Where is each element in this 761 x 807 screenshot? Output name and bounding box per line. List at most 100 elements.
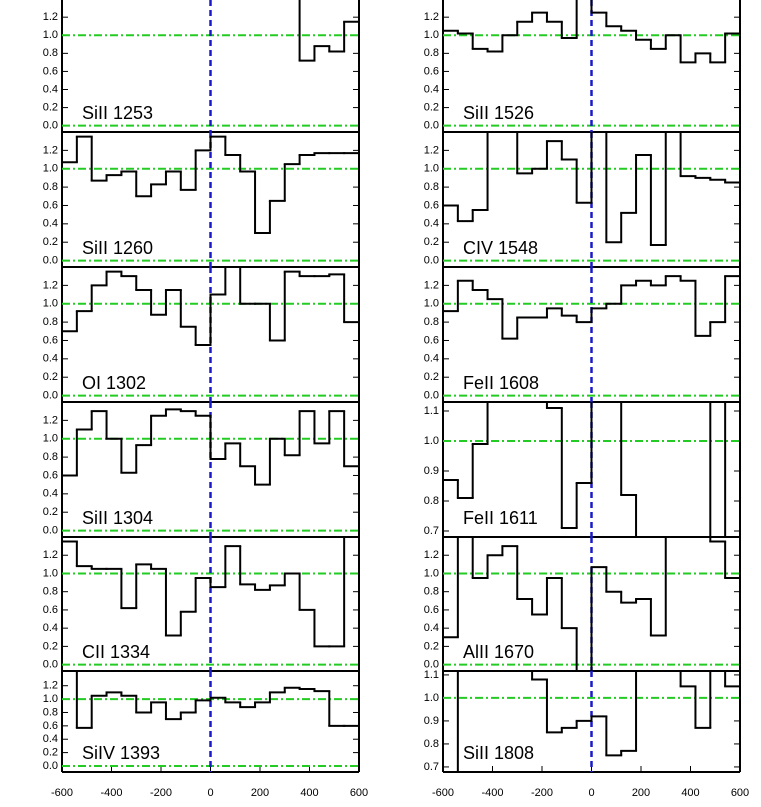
panel-label: SiII 1253 <box>82 103 153 123</box>
plot-area <box>62 671 359 772</box>
y-tick-label: 0.8 <box>424 181 439 193</box>
panel: 0.0 0.2 0.4 0.6 0.8 1.0 1.2 SiII 1253 <box>43 0 360 133</box>
y-tick-label: 0.0 <box>43 120 58 132</box>
y-tick-label: 0.9 <box>424 465 439 477</box>
y-tick-label: 1.0 <box>424 298 439 310</box>
panel: 0.0 0.2 0.4 0.6 0.8 1.0 1.2 CII 1334 <box>43 537 360 672</box>
panel: 0.0 0.2 0.4 0.6 0.8 1.0 1.2 SiII 1304 <box>43 402 360 538</box>
x-tick-label: 600 <box>350 787 368 799</box>
x-tick-label: -200 <box>150 787 172 799</box>
y-tick-label: 0.6 <box>43 334 58 346</box>
y-tick-label: 1.0 <box>43 433 58 445</box>
x-tick-label: -600 <box>432 787 454 799</box>
y-tick-label: 0.6 <box>43 65 58 77</box>
panel: 0.0 0.2 0.4 0.6 0.8 1.0 1.2 FeII 1608 <box>424 267 741 403</box>
y-tick-label: 0.8 <box>43 586 58 598</box>
x-tick-label: -600 <box>51 787 73 799</box>
y-tick-label: 0.8 <box>43 47 58 59</box>
y-tick-label: 0.0 <box>424 389 439 401</box>
y-tick-label: 0.0 <box>424 120 439 132</box>
y-tick-label: 0.2 <box>424 101 439 113</box>
plot-area <box>443 537 740 671</box>
y-tick-label: 1.2 <box>43 11 58 23</box>
y-tick-label: 1.0 <box>424 435 439 447</box>
plot-area <box>443 402 740 537</box>
panel-label: SiIV 1393 <box>82 743 160 763</box>
y-tick-label: 0.4 <box>43 622 58 634</box>
y-tick-label: 1.0 <box>424 163 439 175</box>
y-tick-label: 1.2 <box>424 279 439 291</box>
y-tick-label: 0.4 <box>43 218 58 230</box>
plot-area <box>443 671 740 772</box>
y-tick-label: 0.2 <box>424 371 439 383</box>
y-tick-label: 1.2 <box>43 549 58 561</box>
x-tick-label: -400 <box>100 787 122 799</box>
panel: 0.0 0.2 0.4 0.6 0.8 1.0 1.2 OI 1302 <box>43 267 360 403</box>
x-tick-label: 0 <box>207 787 213 799</box>
y-tick-label: 1.0 <box>43 29 58 41</box>
y-tick-label: 0.0 <box>43 254 58 266</box>
panel-label: OI 1302 <box>82 373 146 393</box>
y-tick-label: 0.2 <box>43 236 58 248</box>
y-tick-label: 1.0 <box>424 692 439 704</box>
y-tick-label: 0.0 <box>43 760 58 772</box>
x-tick-label: 400 <box>681 787 699 799</box>
panel-label: SiII 1304 <box>82 508 153 528</box>
panel: 0.0 0.2 0.4 0.6 0.8 1.0 1.2 SiII 1260 <box>43 132 360 268</box>
plot-area <box>62 537 359 671</box>
x-tick-label: 200 <box>251 787 269 799</box>
y-tick-label: 0.2 <box>424 640 439 652</box>
y-tick-label: 0.8 <box>43 706 58 718</box>
x-tick-label: -200 <box>531 787 553 799</box>
y-tick-label: 0.6 <box>424 334 439 346</box>
x-tick-label: -400 <box>481 787 503 799</box>
y-tick-label: 0.6 <box>43 604 58 616</box>
x-tick-label: 200 <box>632 787 650 799</box>
y-tick-label: 0.7 <box>424 761 439 773</box>
panel: 0.7 0.8 0.9 1.0 1.1 -600 -400 -200 0 200 400 600 SiI… <box>424 669 749 799</box>
y-tick-label: 0.4 <box>424 218 439 230</box>
y-tick-label: 1.2 <box>424 549 439 561</box>
y-tick-label: 1.0 <box>424 29 439 41</box>
y-tick-label: 0.6 <box>424 65 439 77</box>
y-tick-label: 1.2 <box>424 144 439 156</box>
y-tick-label: 0.4 <box>424 83 439 95</box>
y-tick-label: 1.0 <box>43 298 58 310</box>
y-tick-label: 0.6 <box>424 604 439 616</box>
y-tick-label: 1.2 <box>43 680 58 692</box>
panel: 0.0 0.2 0.4 0.6 0.8 1.0 1.2 AlII 1670 <box>424 537 741 672</box>
panel: 0.7 0.8 0.9 1.0 1.1 FeII 1611 <box>424 402 741 538</box>
x-tick-label: 600 <box>731 787 749 799</box>
panel: 0.0 0.2 0.4 0.6 0.8 1.0 1.2 SiII 1526 <box>424 0 741 133</box>
y-tick-label: 0.6 <box>43 720 58 732</box>
y-tick-label: 0.8 <box>43 316 58 328</box>
panel: 0.0 0.2 0.4 0.6 0.8 1.0 1.2 CIV 1548 <box>424 132 741 268</box>
panel-label: SiII 1526 <box>463 103 534 123</box>
y-tick-label: 0.9 <box>424 715 439 727</box>
y-tick-label: 0.8 <box>424 495 439 507</box>
y-tick-label: 0.8 <box>424 316 439 328</box>
plot-area <box>62 132 359 267</box>
y-tick-label: 1.2 <box>424 11 439 23</box>
y-tick-label: 0.2 <box>43 101 58 113</box>
plot-area <box>62 402 359 537</box>
y-tick-label: 1.2 <box>43 414 58 426</box>
plot-area <box>443 132 740 267</box>
y-tick-label: 1.0 <box>43 567 58 579</box>
panel-label: CIV 1548 <box>463 238 538 258</box>
plot-area <box>62 267 359 402</box>
panel-label: SiII 1260 <box>82 238 153 258</box>
y-tick-label: 0.8 <box>424 47 439 59</box>
panel-label: FeII 1611 <box>463 508 538 528</box>
y-tick-label: 0.8 <box>424 586 439 598</box>
y-tick-label: 0.8 <box>43 451 58 463</box>
panel-label: SiII 1808 <box>463 743 534 763</box>
x-tick-label: 0 <box>588 787 594 799</box>
y-tick-label: 0.6 <box>424 199 439 211</box>
y-tick-label: 0.0 <box>43 524 58 536</box>
y-tick-label: 0.2 <box>43 371 58 383</box>
y-tick-label: 0.0 <box>43 389 58 401</box>
y-tick-label: 0.8 <box>424 738 439 750</box>
y-tick-label: 0.6 <box>43 199 58 211</box>
